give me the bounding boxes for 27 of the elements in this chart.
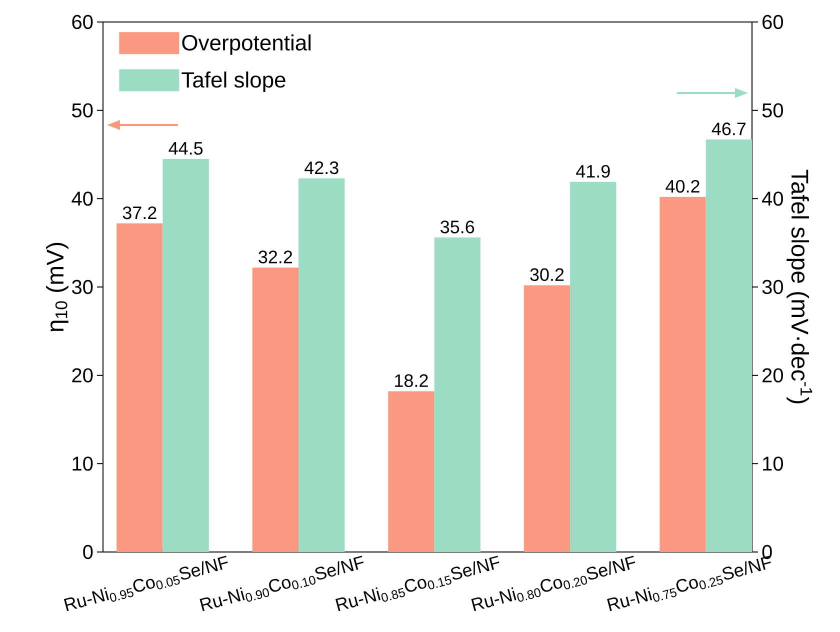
data-label: 37.2: [122, 206, 156, 220]
data-label: 44.5: [168, 142, 203, 155]
y2-axis-title: Tafel slope (mV·dec$^{-1}$): [786, 170, 812, 404]
data-label: 18.2: [395, 374, 428, 388]
data-label: 30.2: [530, 268, 564, 282]
legend-label: Tafel slope: [182, 72, 286, 92]
legend-label: Overpotential: [182, 34, 311, 55]
y2-tick-label: 10: [763, 456, 783, 471]
y2-tick-label: 40: [762, 192, 783, 206]
y2-tick-label: 30: [762, 280, 783, 294]
y2-tick-label: 50: [762, 103, 783, 118]
y-tick-label: 50: [72, 103, 93, 118]
y-tick-label: 0: [83, 544, 93, 560]
data-label: 32.2: [258, 250, 292, 264]
y-axis-title: η$_{10}$ (mV): [46, 242, 68, 332]
data-label: 41.9: [576, 164, 610, 178]
y2-tick-label: 20: [762, 368, 783, 382]
data-label: 35.6: [440, 220, 474, 234]
y-tick-label: 60: [72, 14, 93, 30]
y2-tick-label: 60: [762, 14, 783, 30]
data-label: 46.7: [712, 122, 746, 136]
y-tick-label: 10: [72, 456, 93, 471]
y-tick-label: 30: [72, 280, 93, 294]
y-tick-label: 40: [72, 192, 93, 206]
data-label: 42.3: [304, 161, 338, 174]
data-label: 40.2: [666, 180, 700, 193]
y-tick-label: 20: [72, 368, 93, 382]
